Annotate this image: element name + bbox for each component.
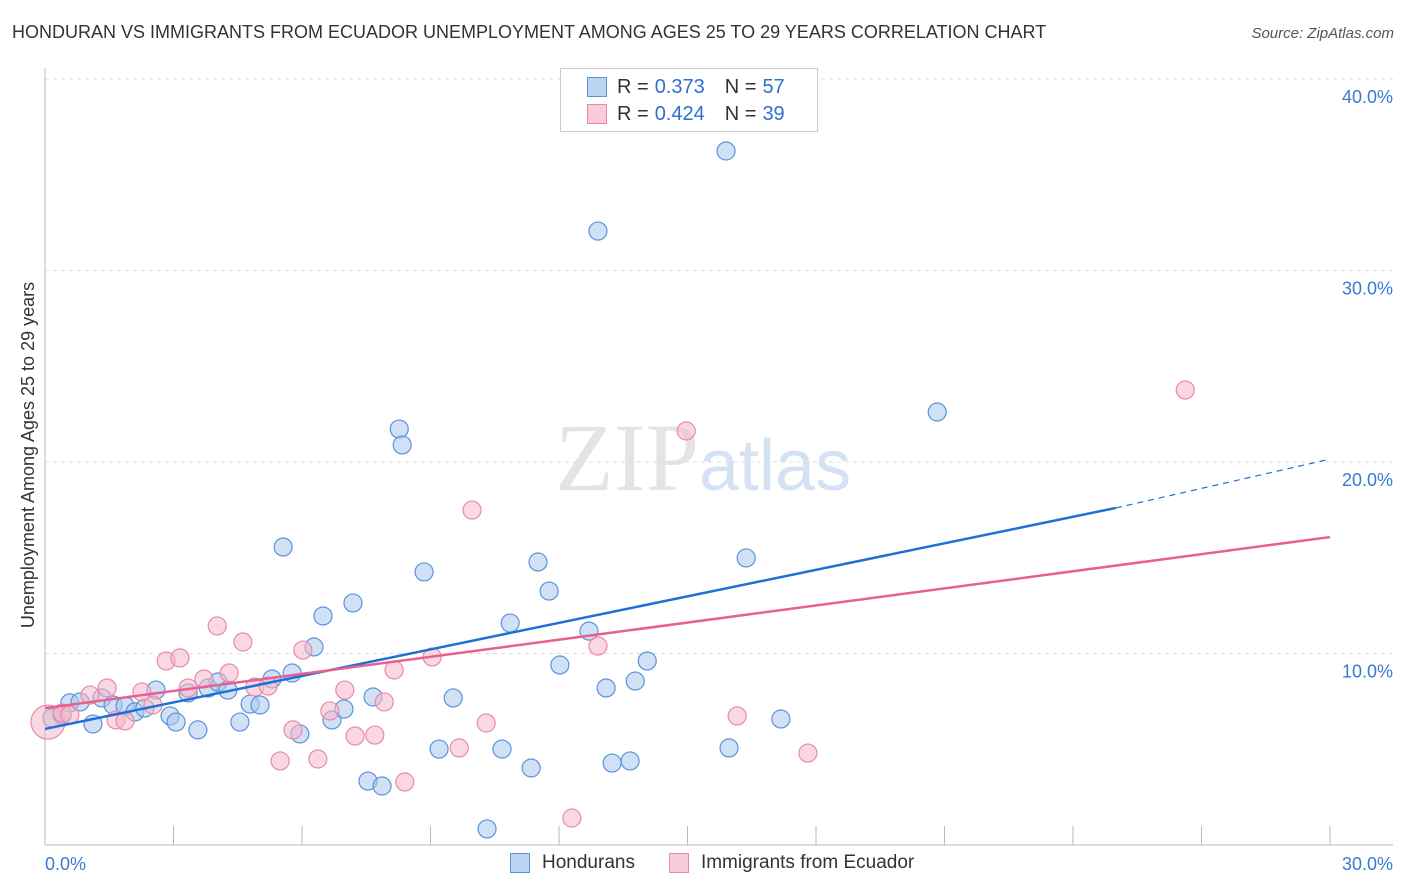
honduran-trendline-extension (1115, 459, 1326, 509)
ecuador-point (476, 713, 496, 733)
chart-title: HONDURAN VS IMMIGRANTS FROM ECUADOR UNEM… (12, 22, 1047, 42)
honduran-point (588, 221, 608, 241)
honduran-point (343, 593, 363, 613)
y-tick-label: 10.0% (1342, 662, 1393, 682)
honduran-point (273, 537, 293, 557)
ecuador-point (320, 701, 340, 721)
honduran-point (521, 758, 541, 778)
legend-hondurans: Hondurans (542, 852, 635, 873)
honduran-point (492, 739, 512, 759)
honduran-point (414, 562, 434, 582)
y-axis-label: Unemployment Among Ages 25 to 29 years (18, 282, 38, 628)
honduran-point (625, 671, 645, 691)
honduran-trendline (44, 506, 1117, 731)
ecuador-point (80, 685, 100, 705)
honduran-point (771, 709, 791, 729)
honduran-point (927, 402, 947, 422)
ecuador-swatch-icon (668, 853, 689, 873)
ecuador-point (395, 772, 415, 792)
y-tick-label: 40.0% (1342, 87, 1393, 107)
pink-swatch-icon (587, 104, 607, 124)
series-legend: Hondurans Immigrants from Ecuador (510, 852, 914, 874)
ecuador-point (345, 726, 365, 746)
honduran-point (372, 776, 392, 796)
honduran-point (500, 613, 520, 633)
ecuador-point (293, 640, 313, 660)
n-label: N = (724, 75, 757, 98)
honduran-point (250, 695, 270, 715)
ecuador-point (676, 421, 696, 441)
ecuador-point (308, 749, 328, 769)
honduran-point (188, 720, 208, 740)
honduran-point (389, 419, 409, 439)
ecuador-trendline (44, 535, 1331, 710)
ecuador-point (270, 751, 290, 771)
legend-row-ecuador: R = 0.424 N = 39 (587, 101, 785, 127)
honduran-point (166, 712, 186, 732)
honduran-point (716, 141, 736, 161)
honduran-point (736, 548, 756, 568)
ecuador-point (219, 663, 239, 683)
y-tick-label: 20.0% (1342, 470, 1393, 490)
ecuador-point (170, 648, 190, 668)
n-value: 57 (762, 75, 785, 98)
ecuador-point (233, 632, 253, 652)
source-label: Source: ZipAtlas.com (1251, 25, 1394, 42)
honduran-point (596, 678, 616, 698)
honduran-point (392, 435, 412, 455)
x-tick-label-max: 30.0% (1342, 854, 1393, 874)
ecuador-point (562, 808, 582, 828)
honduran-point (477, 819, 497, 839)
ecuador-point (462, 500, 482, 520)
ecuador-point (283, 720, 303, 740)
ecuador-point (335, 680, 355, 700)
r-label: R = (617, 75, 649, 98)
honduran-point (539, 581, 559, 601)
ecuador-point (1175, 380, 1195, 400)
ecuador-point (449, 738, 469, 758)
legend-ecuador: Immigrants from Ecuador (700, 852, 915, 873)
honduran-point (602, 753, 622, 773)
ecuador-point (798, 743, 818, 763)
ecuador-point (207, 616, 227, 636)
honduran-point (719, 738, 739, 758)
honduran-point (313, 606, 333, 626)
honduran-point (429, 739, 449, 759)
honduran-point (550, 655, 570, 675)
n-label: N = (724, 102, 757, 125)
r-value: 0.373 (654, 75, 705, 98)
honduran-point (528, 552, 548, 572)
ecuador-point (374, 692, 394, 712)
blue-swatch-icon (587, 77, 607, 97)
r-value: 0.424 (654, 102, 705, 125)
legend-row-hondurans: R = 0.373 N = 57 (587, 74, 785, 100)
correlation-legend: R = 0.373 N = 57 R = 0.424 N = 39 (560, 68, 818, 132)
ecuador-point (365, 725, 385, 745)
honduran-point (637, 651, 657, 671)
ecuador-point (97, 678, 117, 698)
honduran-point (443, 688, 463, 708)
ecuador-point (727, 706, 747, 726)
honduran-point (230, 712, 250, 732)
r-label: R = (617, 102, 649, 125)
n-value: 39 (762, 102, 785, 125)
honduran-point (620, 751, 640, 771)
hondurans-swatch-icon (510, 853, 530, 873)
ecuador-point (588, 636, 608, 656)
watermark: ZIPatlas (555, 404, 851, 511)
y-tick-label: 30.0% (1342, 279, 1393, 299)
x-tick-label-min: 0.0% (45, 854, 86, 874)
